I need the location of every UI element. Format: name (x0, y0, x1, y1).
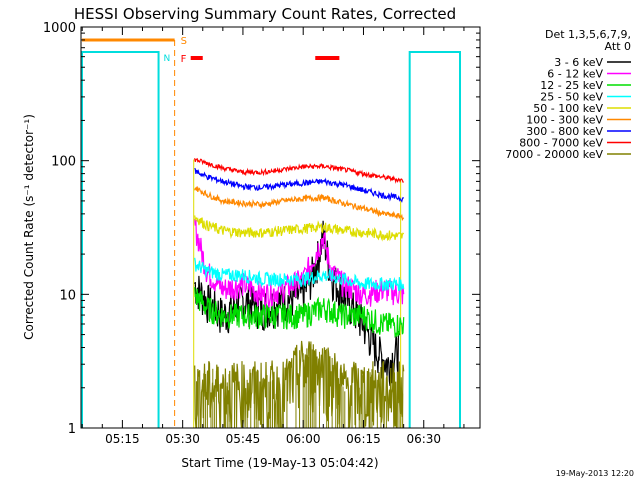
legend-label: 50 - 100 keV (533, 102, 603, 115)
legend-label: 3 - 6 keV (554, 56, 603, 69)
legend-label: 300 - 800 keV (526, 125, 603, 138)
y-tick-label: 100 (51, 155, 76, 170)
x-axis-label: Start Time (19-May-13 05:04:42) (181, 456, 378, 470)
y-tick-label: 1000 (43, 21, 76, 36)
legend-label: 800 - 7000 keV (519, 137, 603, 150)
y-axis: 1 10 100 1000 (43, 21, 480, 437)
legend-label: 12 - 25 keV (540, 79, 603, 92)
series-line-2 (194, 218, 405, 309)
y-tick-label: 1 (68, 422, 76, 437)
x-tick-label: 06:30 (406, 432, 441, 446)
x-tick-label: 06:15 (346, 432, 381, 446)
night-interval-right (408, 51, 461, 428)
y-tick-label: 10 (59, 288, 76, 303)
flare-marker-label: F (181, 54, 187, 65)
series-line-4 (194, 257, 405, 291)
series-line-6 (194, 186, 405, 222)
legend-label: 7000 - 20000 keV (505, 148, 603, 161)
plot-frame (80, 26, 481, 429)
x-tick-label: 05:15 (105, 432, 140, 446)
x-tick-label: 05:45 (226, 432, 261, 446)
legend-header-line-2: Att 0 (605, 40, 631, 53)
x-axis: 05:15 05:30 05:45 06:00 06:15 06:30 (81, 27, 465, 446)
x-tick-label: 05:30 (165, 432, 200, 446)
date-stamp: 19-May-2013 12:20 (556, 469, 634, 478)
saa-marker-label: S (181, 36, 187, 47)
series-line-8 (194, 157, 404, 184)
y-axis-label: Corrected Count Rate (s⁻¹ detector⁻¹) (22, 114, 36, 340)
legend-label: 25 - 50 keV (540, 91, 603, 104)
night-marker-label: N (164, 54, 171, 64)
legend-label: 6 - 12 keV (547, 68, 603, 81)
series-line-3 (194, 287, 405, 339)
series-layer (194, 157, 405, 428)
x-tick-label: 06:00 (286, 432, 321, 446)
legend-label: 100 - 300 keV (526, 114, 603, 127)
legend-header-line-1: Det 1,3,5,6,7,9, (545, 28, 631, 41)
chart-title: HESSI Observing Summary Count Rates, Cor… (74, 5, 456, 23)
night-interval-left (81, 51, 160, 428)
series-line-7 (194, 167, 405, 203)
series-line-5 (194, 215, 405, 242)
